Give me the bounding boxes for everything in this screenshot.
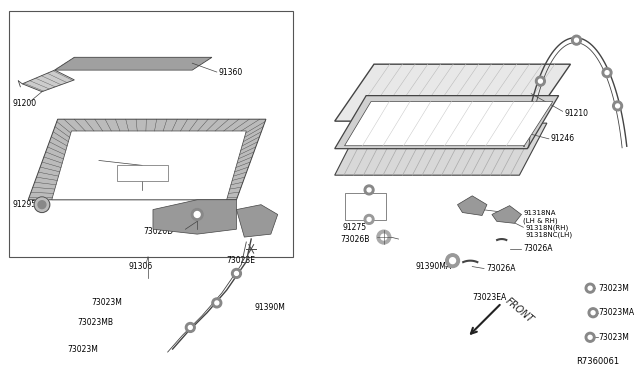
Text: 91210: 91210: [564, 109, 589, 118]
Circle shape: [585, 332, 595, 342]
Circle shape: [588, 308, 598, 318]
Polygon shape: [28, 119, 266, 200]
Text: 73023E: 73023E: [227, 256, 255, 265]
Circle shape: [367, 218, 371, 221]
Text: 91246: 91246: [551, 134, 575, 143]
Circle shape: [588, 335, 592, 339]
Polygon shape: [52, 131, 246, 200]
Text: 91275: 91275: [342, 223, 367, 232]
Text: 91358 (RH): 91358 (RH): [158, 209, 198, 216]
Text: 73023M: 73023M: [91, 298, 122, 307]
Text: 73023MA: 73023MA: [598, 308, 634, 317]
Text: 91390M: 91390M: [254, 303, 285, 312]
Circle shape: [381, 234, 387, 240]
Text: 91318N(RH): 91318N(RH): [525, 224, 568, 231]
Polygon shape: [335, 123, 547, 175]
Circle shape: [194, 212, 200, 218]
Text: 91318NA: 91318NA: [524, 209, 556, 215]
Polygon shape: [492, 206, 522, 223]
Text: 73023M: 73023M: [598, 284, 629, 293]
Circle shape: [191, 209, 203, 220]
Circle shape: [364, 185, 374, 195]
Text: FRONT: FRONT: [504, 296, 535, 325]
Text: 73020D: 73020D: [143, 227, 173, 236]
Polygon shape: [335, 96, 559, 149]
Text: 73026A: 73026A: [486, 264, 515, 273]
Circle shape: [602, 68, 612, 77]
Circle shape: [186, 323, 195, 332]
Text: 73023M: 73023M: [67, 344, 99, 353]
Circle shape: [212, 298, 221, 308]
Polygon shape: [344, 102, 553, 146]
Text: 91306: 91306: [129, 262, 153, 271]
Text: 91359(LH): 91359(LH): [158, 218, 195, 225]
Text: R7360061: R7360061: [577, 357, 620, 366]
Text: 91350M: 91350M: [128, 170, 156, 176]
Polygon shape: [153, 200, 236, 234]
Text: 73023M: 73023M: [598, 333, 629, 342]
Text: 91390MA: 91390MA: [415, 262, 451, 271]
Polygon shape: [22, 70, 74, 92]
Text: 73026B: 73026B: [340, 235, 370, 244]
Text: 73023EA: 73023EA: [472, 294, 506, 302]
Circle shape: [536, 76, 545, 86]
Text: 91295: 91295: [13, 200, 36, 209]
Polygon shape: [335, 64, 570, 121]
Circle shape: [34, 197, 50, 212]
Circle shape: [215, 301, 219, 305]
Text: 91318NC(LH): 91318NC(LH): [525, 232, 572, 238]
Circle shape: [585, 283, 595, 293]
Bar: [116, 166, 168, 181]
Circle shape: [377, 230, 390, 244]
Text: 73023MB: 73023MB: [77, 318, 113, 327]
Circle shape: [605, 71, 609, 75]
Circle shape: [38, 201, 46, 209]
Circle shape: [234, 272, 239, 275]
Circle shape: [445, 254, 460, 267]
Text: 91200: 91200: [13, 99, 36, 108]
Circle shape: [612, 101, 623, 111]
Circle shape: [367, 188, 371, 192]
Bar: [8, 11, 294, 257]
Text: 73026A: 73026A: [524, 244, 553, 253]
Circle shape: [538, 79, 542, 83]
Text: (LH & RH): (LH & RH): [524, 217, 558, 224]
Text: 91250N: 91250N: [351, 203, 379, 210]
Polygon shape: [55, 57, 212, 70]
Circle shape: [450, 258, 456, 264]
Circle shape: [591, 311, 595, 315]
Circle shape: [232, 269, 241, 278]
Circle shape: [572, 35, 581, 45]
Circle shape: [588, 286, 592, 290]
Polygon shape: [458, 196, 487, 215]
Bar: [344, 193, 386, 220]
Polygon shape: [236, 205, 278, 237]
Circle shape: [575, 38, 579, 42]
Circle shape: [188, 326, 192, 330]
Text: 91360: 91360: [219, 68, 243, 77]
Circle shape: [616, 104, 620, 108]
Circle shape: [364, 215, 374, 224]
